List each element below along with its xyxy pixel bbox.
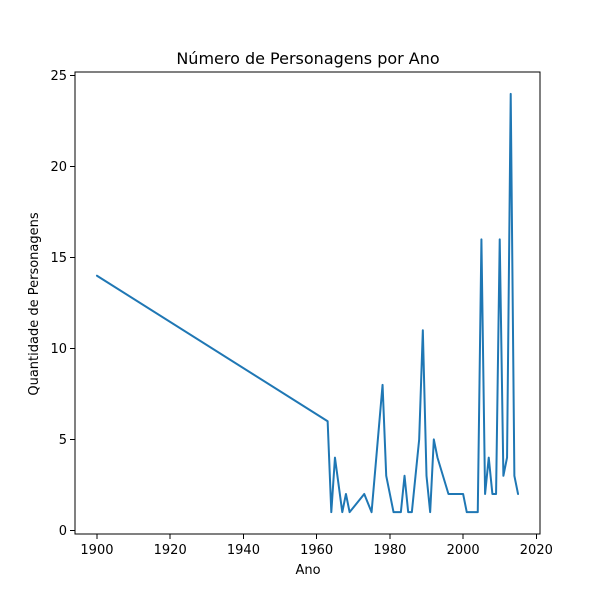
ticks-layer: 1900 1920 1940 1960 1980 2000 2020 0 5 10 15 20 25 xyxy=(50,69,552,558)
y-tick-label: 10 xyxy=(50,342,67,357)
plot-frame xyxy=(74,71,541,535)
x-tick-label: 2000 xyxy=(447,543,480,558)
x-tick-label: 1900 xyxy=(80,543,113,558)
y-tick-label: 25 xyxy=(50,69,67,84)
y-tick-label: 0 xyxy=(59,524,67,539)
series-line xyxy=(95,92,520,514)
x-tick-label: 1980 xyxy=(373,543,406,558)
y-axis-label: Quantidade de Personagens xyxy=(27,212,42,396)
series-layer xyxy=(95,92,520,514)
chart-title: Número de Personagens por Ano xyxy=(176,49,439,68)
axes-layer xyxy=(74,71,541,535)
x-tick-label: 1960 xyxy=(300,543,333,558)
x-tick-label: 1940 xyxy=(227,543,260,558)
x-tick-label: 2020 xyxy=(520,543,553,558)
x-tick-label: 1920 xyxy=(154,543,187,558)
y-tick-label: 20 xyxy=(50,160,67,175)
y-tick-label: 15 xyxy=(50,251,67,266)
x-axis-label: Ano xyxy=(295,563,320,578)
y-tick-label: 5 xyxy=(59,433,67,448)
